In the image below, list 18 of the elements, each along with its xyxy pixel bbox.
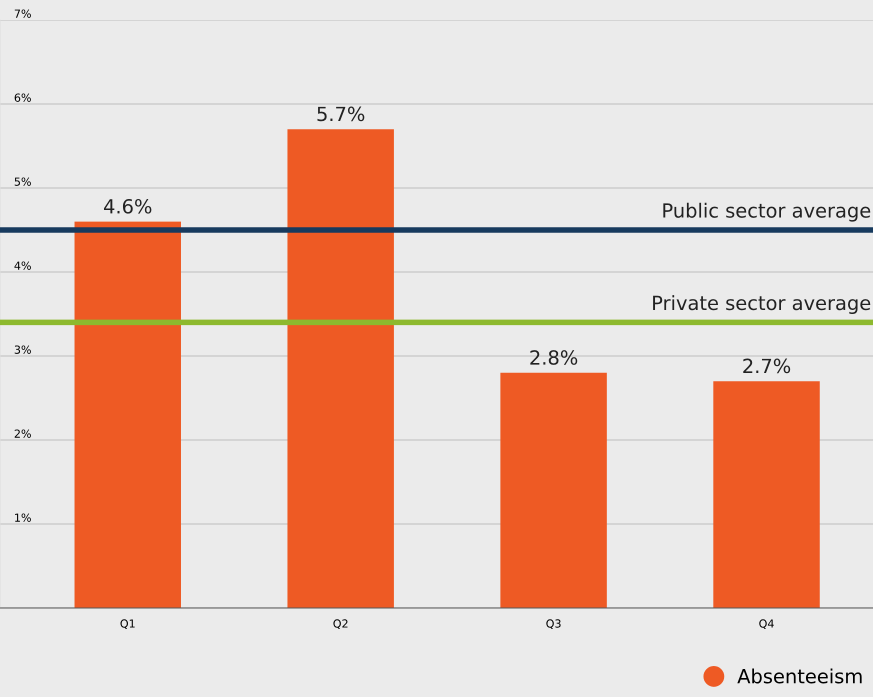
ref-line-label: Public sector average: [663, 202, 870, 222]
x-tick-label: Q2: [333, 619, 348, 629]
y-tick-label: 5%: [14, 177, 31, 186]
y-tick-label: 2%: [14, 429, 31, 438]
x-tick-label: Q3: [546, 619, 561, 629]
x-tick-label: Q4: [759, 619, 774, 629]
y-tick-label: 1%: [15, 513, 31, 522]
x-tick-label: Q1: [120, 619, 135, 629]
data-label: 4.6%: [104, 198, 152, 214]
y-tick-label: 6%: [14, 93, 31, 102]
ref-line-label: Private sector average: [653, 295, 870, 314]
legend-label: Absenteeism: [737, 668, 862, 684]
y-tick-label: 4%: [14, 261, 31, 270]
data-label: 5.7%: [317, 106, 364, 122]
y-tick-label: 7%: [14, 9, 31, 18]
data-label: 2.8%: [530, 350, 578, 365]
data-label: 2.7%: [743, 358, 790, 374]
y-tick-label: 3%: [14, 345, 31, 354]
